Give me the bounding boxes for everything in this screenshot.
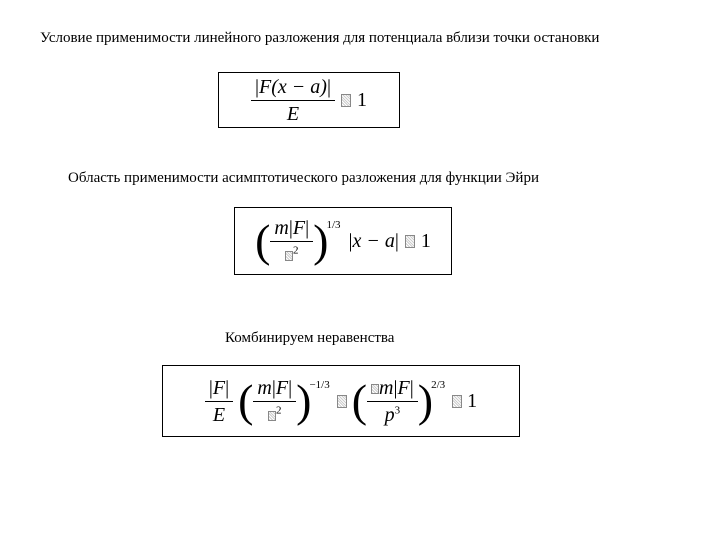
formula-2-content: ( m|F| 2 ) 1/3 |x − a| 1 <box>245 213 441 270</box>
formula-2-paren: ( m|F| 2 ) 1/3 <box>255 217 342 266</box>
formula-3-rhs: 1 <box>467 390 477 413</box>
formula-3-left-den: E <box>209 402 229 426</box>
formula-box-1: |F(x − a)| E 1 <box>218 72 400 128</box>
formula-2-rhs: 1 <box>421 230 431 253</box>
text-line-3: Комбинируем неравенства <box>225 330 394 347</box>
formula-3-p1-den-sup: 2 <box>276 404 282 416</box>
mid-glyph-icon <box>337 395 347 408</box>
formula-2-middle: |x − a| <box>349 230 399 253</box>
formula-3-p2-den-sup: 3 <box>395 404 401 416</box>
formula-box-2: ( m|F| 2 ) 1/3 |x − a| 1 <box>234 207 452 275</box>
formula-1-fraction: |F(x − a)| E <box>251 76 335 125</box>
formula-3-p1-exp: −1/3 <box>309 379 329 391</box>
relation-glyph-icon <box>452 395 462 408</box>
text-line-1: Условие применимости линейного разложени… <box>40 30 599 47</box>
formula-2-paren-num: m|F| <box>274 217 309 239</box>
hbar-glyph-icon <box>268 411 276 421</box>
formula-3-p2-den: p <box>385 404 395 426</box>
hbar-glyph-icon <box>285 251 293 261</box>
formula-3-p2-exp: 2/3 <box>431 379 445 391</box>
hbar-glyph-icon <box>371 384 379 394</box>
formula-3-paren1: ( m|F| 2 ) −1/3 <box>238 377 332 426</box>
relation-glyph-icon <box>341 94 351 107</box>
formula-2-exp: 1/3 <box>326 219 340 231</box>
formula-2-den-sup: 2 <box>293 244 299 256</box>
text-line-2: Область применимости асимптотического ра… <box>68 170 539 187</box>
formula-box-3: |F| E ( m|F| 2 ) −1/3 ( m|F| p3 ) 2/3 1 <box>162 365 520 437</box>
formula-1-num: F(x − a) <box>259 76 327 98</box>
formula-1-den: E <box>283 101 303 125</box>
formula-3-content: |F| E ( m|F| 2 ) −1/3 ( m|F| p3 ) 2/3 1 <box>195 373 487 430</box>
formula-3-paren2: ( m|F| p3 ) 2/3 <box>352 377 447 426</box>
formula-1-content: |F(x − a)| E 1 <box>241 72 377 129</box>
formula-3-left-frac: |F| E <box>205 377 233 426</box>
relation-glyph-icon <box>405 235 415 248</box>
formula-1-rhs: 1 <box>357 89 367 112</box>
